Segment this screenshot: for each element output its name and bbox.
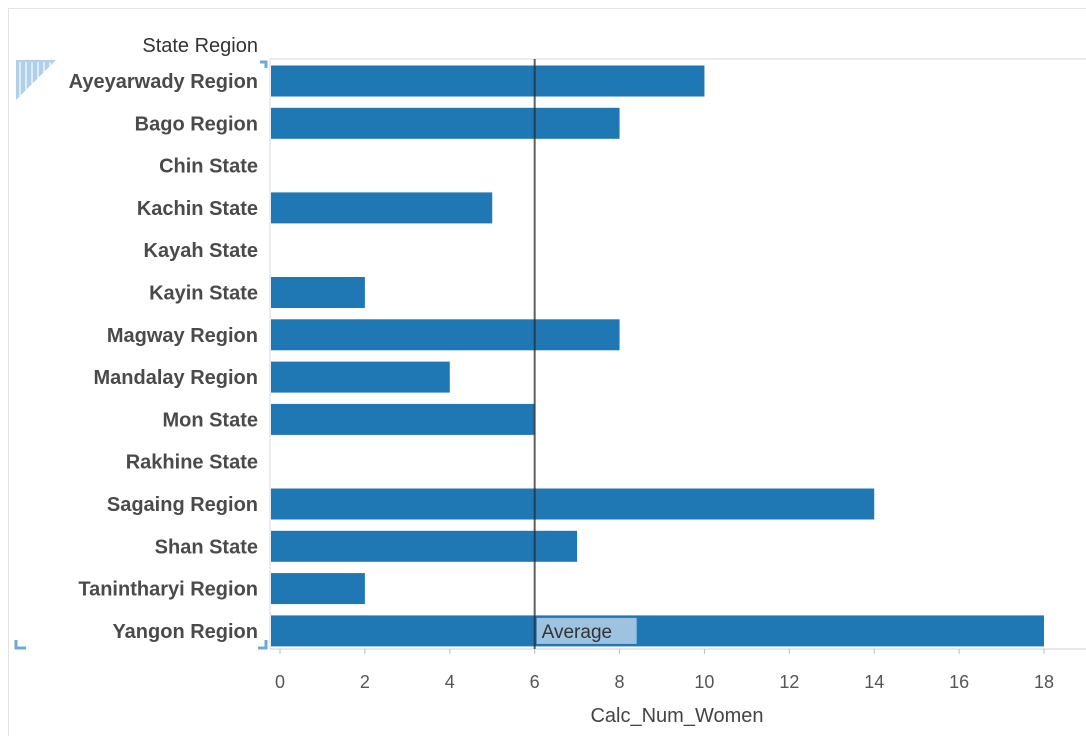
reference-line-label: Average [542, 622, 612, 643]
bar [271, 488, 875, 520]
x-tick-label: 12 [779, 672, 799, 692]
bar [271, 573, 365, 605]
category-label: Yangon Region [112, 621, 258, 643]
category-label: Rakhine State [126, 452, 258, 474]
bar [271, 192, 493, 224]
bar [271, 277, 365, 308]
chart-rows: Ayeyarwady Region Bago Region Chin State Ka… [69, 65, 1044, 647]
x-tick-label: 6 [530, 672, 540, 692]
category-label: Ayeyarwady Region [69, 71, 258, 93]
category-label: Kachin State [137, 198, 258, 220]
bar [271, 615, 1044, 647]
reference-label-background [536, 617, 637, 644]
frame-border-left [8, 8, 9, 736]
x-tick-label: 0 [275, 672, 285, 692]
category-label: Magway Region [107, 325, 258, 347]
bar [271, 107, 620, 139]
x-tick-label: 14 [864, 672, 884, 692]
frame-border-top [8, 8, 1086, 9]
x-tick-label: 10 [694, 672, 714, 692]
selection-bracket-bottom-right [258, 640, 268, 650]
x-axis-title: Calc_Num_Women [590, 705, 763, 727]
bar [271, 403, 535, 435]
row-header-label: State Region [142, 35, 258, 57]
category-label: Tanintharyi Region [78, 579, 258, 601]
category-label: Bago Region [135, 113, 258, 135]
category-label: Mon State [162, 409, 258, 431]
category-label: Mandalay Region [94, 367, 258, 389]
bar [271, 530, 578, 562]
x-tick-label: 4 [445, 672, 455, 692]
x-axis: 0 2 4 6 8 10 12 14 16 18 [275, 649, 1054, 692]
category-label: Kayin State [149, 283, 258, 305]
selection-bracket-top-right [260, 60, 268, 68]
category-label: Shan State [155, 536, 258, 558]
bar [271, 319, 620, 351]
category-label: Kayah State [144, 240, 259, 262]
bar [271, 65, 705, 97]
selection-bracket-bottom-left [14, 640, 26, 650]
category-label: Sagaing Region [107, 494, 258, 516]
category-label: Chin State [159, 156, 258, 178]
plot-frame [269, 58, 1086, 650]
reference-line-group: Average [533, 59, 637, 649]
x-tick-label: 8 [615, 672, 625, 692]
x-tick-label: 2 [360, 672, 370, 692]
bar [271, 361, 450, 393]
x-tick-label: 16 [949, 672, 969, 692]
selection-marks [14, 60, 268, 650]
x-tick-label: 18 [1034, 672, 1054, 692]
